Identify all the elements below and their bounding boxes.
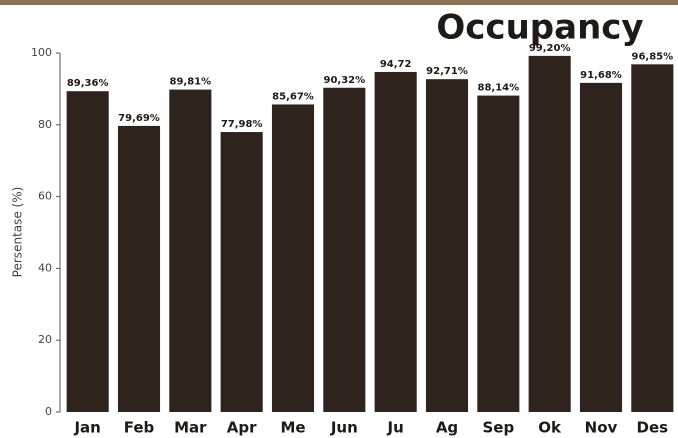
bar [425,79,469,413]
y-axis-label: Persentase (%) [11,187,25,278]
y-tick-label: 100 [31,46,52,59]
value-label: 79,69% [118,113,160,124]
bar [220,132,263,412]
value-label: 99,20% [529,43,571,54]
photo-edge [0,0,678,5]
value-label: 88,14% [478,83,520,94]
bar [169,89,212,413]
value-label: 91,68% [580,70,622,81]
x-tick-label: Ag [436,419,458,437]
x-tick-label: Apr [227,419,257,437]
value-label: 96,85% [632,51,674,62]
value-label: 77,98% [221,119,263,130]
bar [271,104,315,412]
x-tick-label: Sep [482,419,514,437]
y-tick-label: 20 [38,333,52,346]
x-tick-label: Ju [387,419,404,437]
x-tick-label: Jun [330,419,358,437]
value-label: 90,32% [324,75,366,86]
x-tick-label: Me [280,419,305,437]
bar [579,82,623,412]
value-label: 94,72 [380,59,412,70]
bar [477,95,520,413]
bar [66,91,109,412]
y-tick-label: 0 [45,405,52,418]
y-tick-label: 60 [38,190,52,203]
bar [631,64,674,412]
x-tick-label: Ok [538,419,562,437]
value-label: 89,36% [67,78,109,89]
value-label: 85,67% [272,91,314,102]
chart-title: Occupancy [436,8,643,48]
x-tick-label: Mar [174,419,207,437]
x-tick-label: Feb [124,419,155,437]
x-tick-label: Jan [73,419,100,437]
x-tick-label: Des [637,419,669,437]
x-tick-label: Nov [585,419,618,437]
bar [323,87,366,413]
value-label: 92,71% [426,66,468,77]
y-tick-label: 40 [38,261,52,274]
y-tick-label: 80 [38,118,52,131]
bar [374,71,417,412]
value-label: 89,81% [170,77,212,88]
bar [528,55,571,412]
bar [117,125,161,412]
